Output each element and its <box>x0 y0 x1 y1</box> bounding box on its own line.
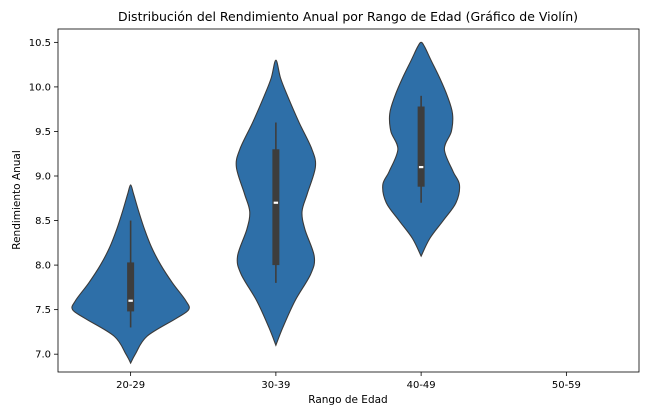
y-axis: 7.0 7.5 8.0 8.5 9.0 9.5 10.0 10.5 <box>29 38 58 361</box>
iqr-box-30-39 <box>272 149 280 266</box>
y-axis-label: Rendimiento Anual <box>11 150 23 250</box>
iqr-box-20-29 <box>127 262 135 312</box>
median-40-49 <box>418 165 424 169</box>
x-tick-label: 40-49 <box>407 380 436 391</box>
y-tick-label: 9.5 <box>35 127 51 138</box>
y-tick-label: 7.5 <box>35 305 51 316</box>
y-tick-label: 8.5 <box>35 216 51 227</box>
violins <box>71 41 461 365</box>
x-tick-label: 30-39 <box>261 380 290 391</box>
chart-title: Distribución del Rendimiento Anual por R… <box>118 9 578 24</box>
x-axis-label: Rango de Edad <box>308 394 387 406</box>
median-20-29 <box>128 299 133 302</box>
plot-frame <box>57 28 640 373</box>
y-tick-label: 9.0 <box>35 172 51 183</box>
y-tick-label: 10.5 <box>29 38 51 49</box>
median-30-39 <box>273 201 279 204</box>
x-tick-label: 20-29 <box>116 380 145 391</box>
iqr-box-40-49 <box>417 106 425 187</box>
x-axis: 20-29 30-39 40-49 50-59 <box>116 372 581 391</box>
y-tick-label: 8.0 <box>35 261 51 272</box>
x-tick-label: 50-59 <box>552 380 581 391</box>
y-tick-label: 7.0 <box>35 350 51 361</box>
y-tick-label: 10.0 <box>29 82 51 93</box>
